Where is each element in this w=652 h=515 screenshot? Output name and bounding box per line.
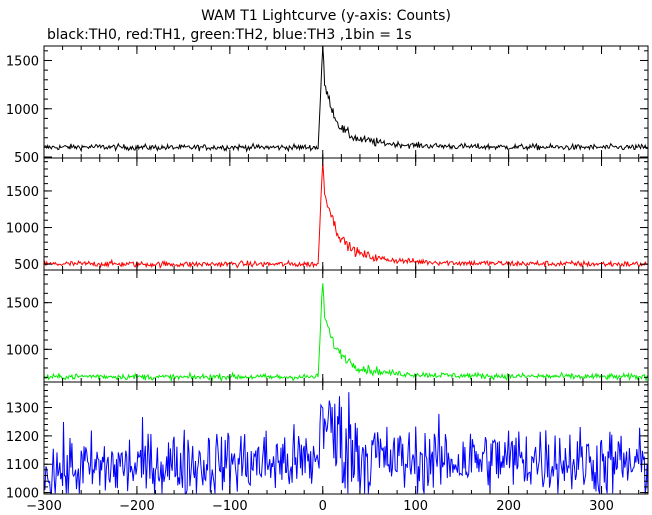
- panel-th1: 500 1000 1500: [6, 157, 649, 273]
- y-tick-label: 500: [14, 258, 39, 273]
- y-tick-label: 1000: [6, 222, 39, 237]
- x-tick-label: 300: [589, 499, 614, 514]
- y-tick-label: 1500: [6, 185, 39, 200]
- chart-title: WAM T1 Lightcurve (y-axis: Counts): [201, 8, 451, 24]
- panel-frame: [43, 269, 649, 383]
- y-tick-label: 1300: [6, 402, 39, 417]
- x-tick-label: 0: [319, 499, 327, 514]
- x-tick-label: −100: [212, 499, 248, 514]
- panel-th3: 1000 1100 1200 1300: [6, 381, 649, 502]
- panel-th0: 500 1000 1500: [6, 45, 649, 166]
- x-tick-label: −300: [26, 499, 62, 514]
- y-tick-label: 1500: [6, 297, 39, 312]
- y-tick-label: 1000: [6, 103, 39, 118]
- panel-frame: [43, 45, 649, 159]
- chart-subtitle: black:TH0, red:TH1, green:TH2, blue:TH3 …: [47, 27, 412, 43]
- y-tick-label: 500: [14, 151, 39, 166]
- y-tick-label: 1100: [6, 458, 39, 473]
- x-tick-label: −200: [119, 499, 155, 514]
- series-line-th0: [43, 46, 648, 153]
- series-line-th3: [43, 392, 649, 494]
- x-tick-label: 100: [403, 499, 428, 514]
- x-tick-label: 200: [496, 499, 521, 514]
- panel-frame: [43, 157, 649, 271]
- y-tick-label: 1500: [6, 54, 39, 69]
- panel-frame: [43, 381, 649, 495]
- y-tick-label: 1000: [6, 343, 39, 358]
- y-tick-label: 1200: [6, 430, 39, 445]
- series-line-th2: [43, 283, 649, 383]
- panel-th2: 1000 1500: [6, 269, 649, 383]
- series-line-th1: [43, 161, 649, 270]
- y-tick-label: 1000: [6, 487, 39, 502]
